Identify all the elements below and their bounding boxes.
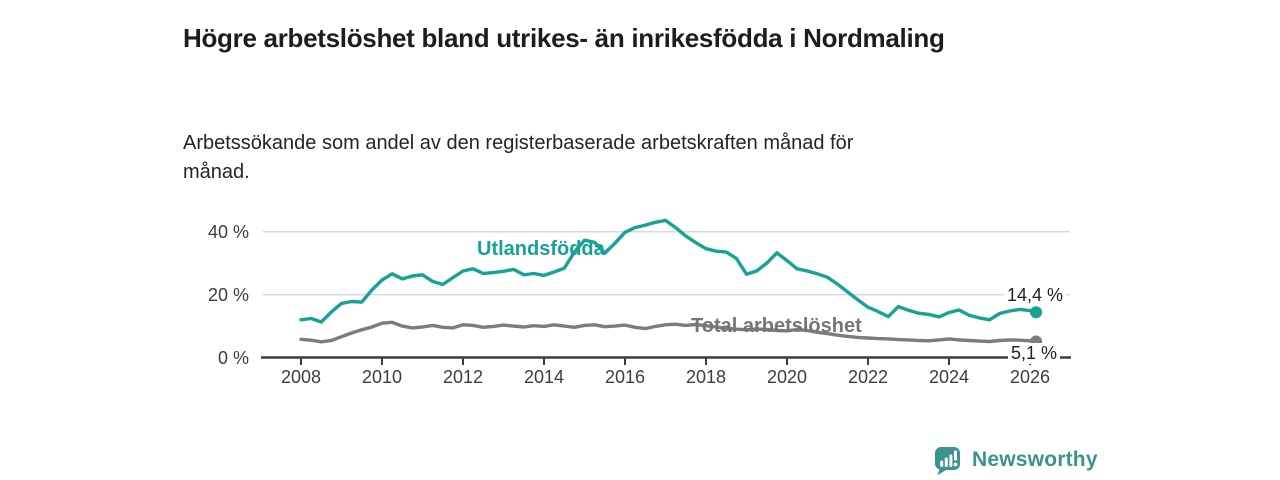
x-tick-label: 2016	[605, 367, 645, 387]
newsworthy-logo-text: Newsworthy	[972, 448, 1098, 471]
page-subtitle: Arbetssökande som andel av den registerb…	[183, 132, 854, 183]
x-tick-label: 2014	[524, 367, 564, 387]
x-tick-label: 2020	[767, 367, 807, 387]
series-line-total-arbetsloshet	[299, 320, 1038, 344]
bar-chart-bubble-icon	[933, 445, 963, 475]
y-tick-label: 20 %	[208, 285, 249, 305]
x-tick-label: 2024	[929, 367, 969, 387]
x-tick-label: 2026	[1010, 367, 1050, 387]
x-tick-label: 2008	[281, 367, 321, 387]
series-label-total-arbetsloshet: Total arbetslöshet	[691, 315, 862, 337]
series-line-utlandsfodda	[299, 218, 1038, 324]
x-tick-label: 2010	[362, 367, 402, 387]
y-tick-label: 40 %	[208, 222, 249, 242]
x-tick-label: 2012	[443, 367, 483, 387]
series-end-dot-utlandsfodda	[1030, 306, 1043, 319]
series-label-utlandsfodda: Utlandsfödda	[477, 238, 605, 260]
x-tick-label: 2022	[848, 367, 888, 387]
page-title: Högre arbetslöshet bland utrikes- än inr…	[183, 23, 945, 54]
newsworthy-logo[interactable]: Newsworthy	[933, 445, 1098, 475]
y-tick-label: 0 %	[218, 348, 249, 368]
end-value-label-total-arbetsloshet: 5,1 %	[1008, 343, 1061, 364]
end-value-label-utlandsfodda: 14,4 %	[1004, 285, 1067, 306]
x-tick-label: 2018	[686, 367, 726, 387]
